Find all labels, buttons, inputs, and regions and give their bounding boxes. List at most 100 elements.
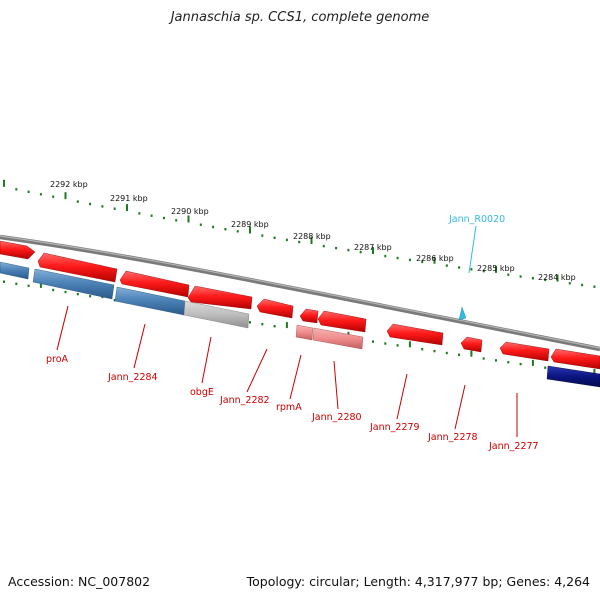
major-tick [3,179,5,187]
gene-feature[interactable] [187,285,253,310]
minor-tick [162,216,165,220]
minor-tick [52,195,55,198]
minor-tick [52,288,55,292]
scale-label: 2285 kbp [477,264,515,273]
gene-feature[interactable] [119,270,190,298]
minor-tick [261,234,264,237]
gene-feature[interactable] [317,310,367,333]
minor-tick [76,200,79,203]
major-tick [310,237,313,244]
minor-tick [236,230,239,233]
minor-tick [359,250,362,254]
gene-feature[interactable] [550,348,600,370]
leader-lines [56,225,518,437]
gene-feature[interactable] [312,327,364,350]
gene-label[interactable]: Jann_2278 [427,432,478,443]
major-tick [470,350,473,357]
outer-scale-ticks [3,179,596,288]
major-tick [187,215,190,223]
scale-label: 2292 kbp [50,180,88,189]
minor-tick [519,275,522,278]
minor-tick [581,283,584,287]
major-tick [285,322,288,329]
gene-feature[interactable] [37,252,118,283]
minor-tick [175,219,178,222]
scale-label: 2284 kbp [538,273,576,282]
minor-tick [89,202,92,206]
minor-tick [150,214,153,217]
minor-tick [322,244,325,248]
major-tick [593,369,596,375]
gene-label[interactable]: Jann_2280 [311,412,362,423]
minor-tick [199,223,202,226]
gene-feature[interactable] [32,268,115,300]
minor-tick [15,282,18,285]
gene-label[interactable]: proA [46,354,69,365]
minor-tick [445,264,448,267]
minor-tick [384,342,387,345]
minor-tick [64,290,67,294]
minor-tick [249,321,251,324]
gene-feature[interactable] [0,240,36,260]
minor-tick [15,188,18,191]
minor-tick [495,359,497,362]
minor-tick [113,207,116,210]
gene-feature[interactable] [183,300,250,329]
minor-tick [89,295,92,298]
minor-tick [544,366,547,369]
major-tick [495,265,497,273]
scale-label: 2287 kbp [354,243,392,252]
accession-text: Accession: NC_007802 [8,574,151,589]
scale-label: 2286 kbp [416,254,454,263]
major-tick [531,359,534,366]
minor-tick [396,256,399,260]
major-tick [39,281,42,288]
gene-feature[interactable] [499,341,550,362]
gene-feature[interactable] [460,336,483,353]
gene-feature[interactable] [386,323,444,346]
major-tick [408,341,411,348]
inner-track-genes [0,261,600,388]
minor-tick [396,344,399,347]
leader-line [246,348,268,393]
gene-label[interactable]: Jann_2284 [107,372,158,383]
scale-labels: 2292 kbp 2291 kbp 2290 kbp 2289 kbp 2288… [50,180,576,282]
gene-label[interactable]: Jann_R0020 [448,214,505,225]
minor-tick [138,212,141,215]
major-tick [249,226,251,234]
gene-label[interactable]: Jann_2282 [219,395,270,406]
trna-marker[interactable] [458,306,467,321]
minor-tick [507,361,510,364]
minor-tick [482,269,485,273]
minor-tick [261,323,264,326]
minor-tick [470,268,473,271]
gene-feature[interactable] [295,324,314,341]
gene-feature[interactable] [0,261,30,280]
gene-label[interactable]: Jann_2279 [369,422,420,433]
leader-line [454,384,466,430]
scale-label: 2290 kbp [171,207,209,216]
minor-tick [39,193,42,196]
gene-feature[interactable] [256,298,294,319]
minor-tick [285,238,288,242]
minor-tick [384,254,387,258]
leader-line [289,354,302,400]
gene-feature[interactable] [546,365,600,388]
gene-label[interactable]: Jann_2277 [488,441,539,452]
gene-feature[interactable] [299,308,319,324]
minor-tick [593,285,596,288]
minor-tick [482,357,485,360]
leader-line [133,323,146,369]
minor-tick [27,190,30,193]
minor-tick [408,258,411,262]
minor-tick [544,278,547,282]
minor-tick [421,348,424,351]
minor-tick [568,282,571,285]
gene-label[interactable]: obgE [190,387,214,398]
map-title: Jannaschia sp. CCS1, complete genome [170,10,430,25]
gene-label[interactable]: rpmA [276,402,302,413]
minor-tick [212,225,215,229]
leader-line [333,360,339,410]
major-tick [126,204,128,212]
minor-tick [531,277,534,280]
